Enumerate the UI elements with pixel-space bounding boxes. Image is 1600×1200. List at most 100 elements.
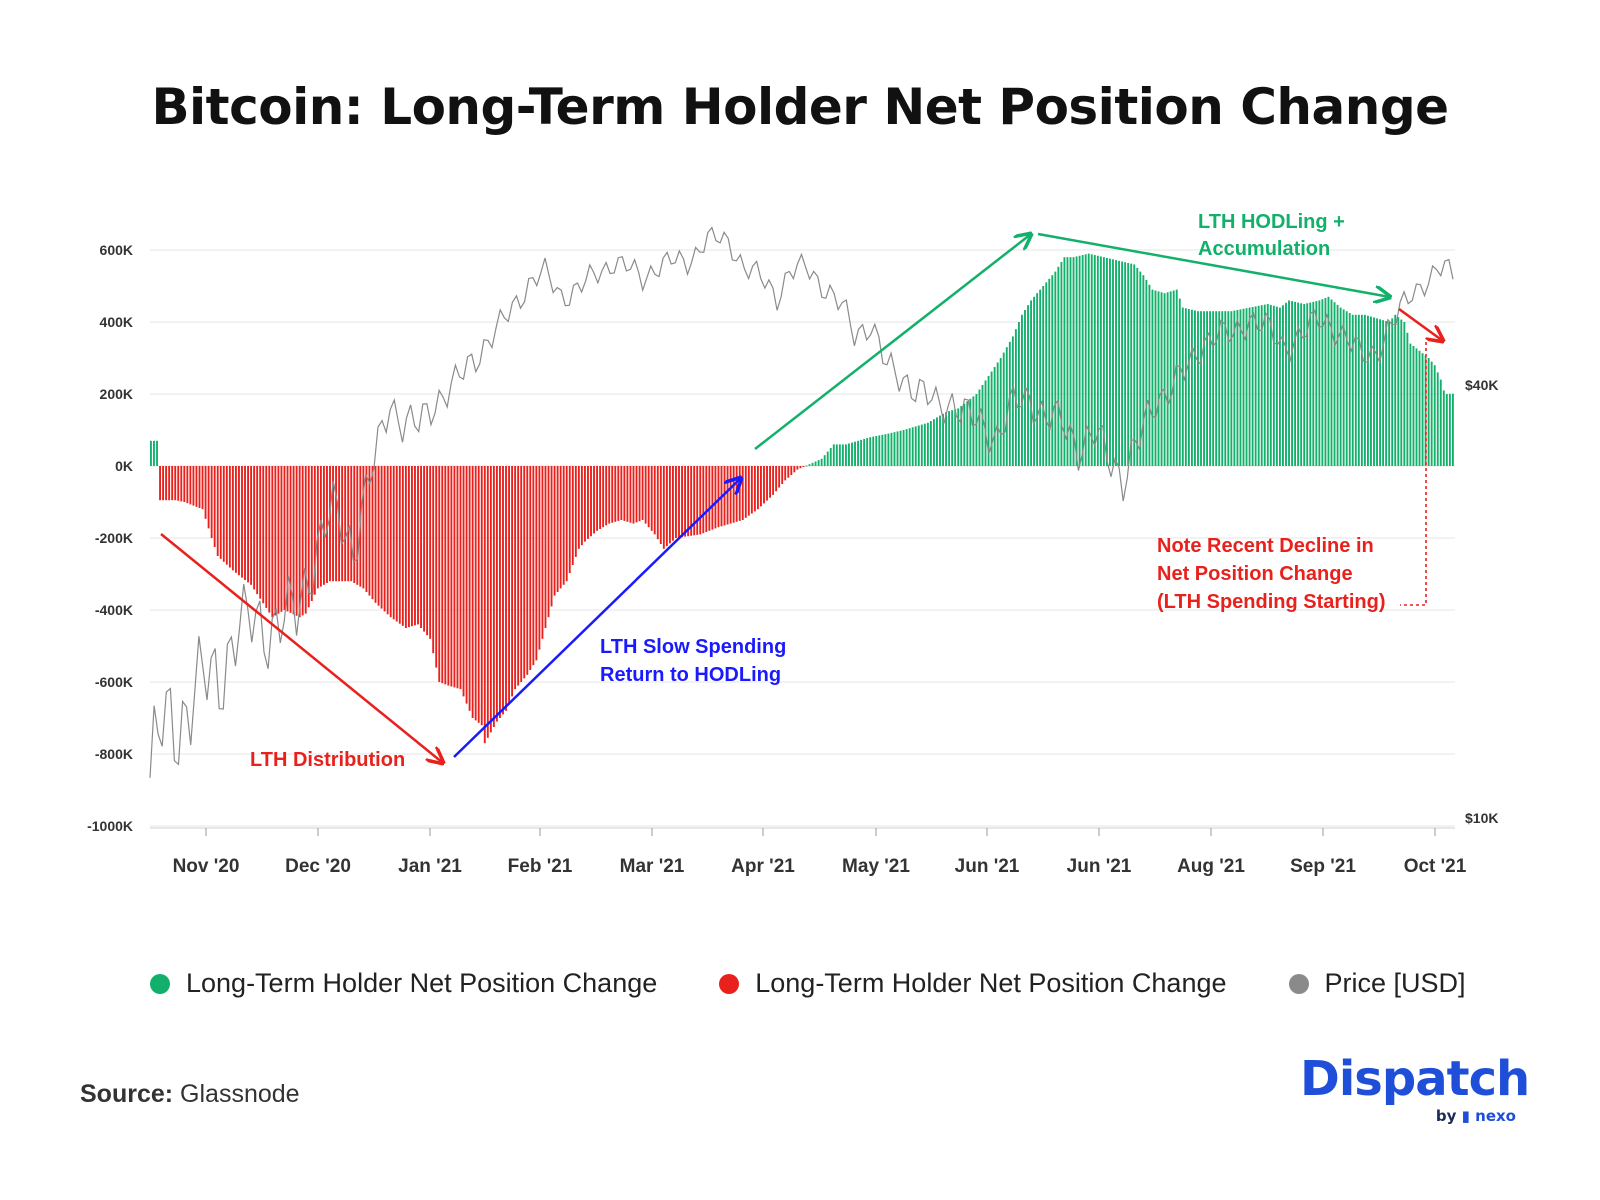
bar-negative [702,466,704,533]
bar-positive [1397,317,1399,466]
bar-negative [369,466,371,596]
decline-arrow [1399,309,1443,341]
bar-positive [1118,261,1120,466]
bar-positive [830,448,832,466]
bar-positive [860,440,862,466]
bar-negative [457,466,459,688]
legend-item-green[interactable]: Long-Term Holder Net Position Change [150,968,657,999]
bar-negative [669,466,671,543]
x-tick-label: Sep '21 [1290,856,1356,877]
bar-positive [891,433,893,466]
bar-negative [250,466,252,585]
bar-negative [772,466,774,495]
bar-negative [390,466,392,617]
bar-negative [205,466,207,519]
bar-negative [796,466,798,470]
bar-positive [994,367,996,466]
y2-tick-label: $10K [1465,810,1498,826]
legend-label: Long-Term Holder Net Position Change [755,968,1226,999]
bar-negative [159,466,161,500]
bar-positive [1136,268,1138,466]
bar-positive [1400,320,1402,466]
bar-negative [487,466,489,738]
bar-negative [778,466,780,488]
bar-negative [532,466,534,665]
bar-negative [256,466,258,594]
bar-negative [469,466,471,711]
bar-positive [866,438,868,466]
bar-negative [630,466,632,523]
bar-negative [660,466,662,544]
bar-positive [1294,302,1296,466]
bar-positive [875,436,877,466]
bar-positive [1130,264,1132,466]
x-tick-label: Mar '21 [620,856,685,877]
bar-negative [317,466,319,588]
bar-negative [262,466,264,603]
bar-negative [235,466,237,573]
bar-positive [936,417,938,466]
x-tick-label: Feb '21 [508,856,573,877]
bar-negative [633,466,635,524]
bar-positive [818,460,820,466]
bar-positive [1440,380,1442,466]
bar-positive [839,444,841,466]
bar-positive [1279,308,1281,466]
bar-negative [742,466,744,520]
bar-negative [277,466,279,614]
bar-positive [1006,347,1008,466]
legend-item-red[interactable]: Long-Term Holder Net Position Change [719,968,1226,999]
legend-item-price[interactable]: Price [USD] [1289,968,1466,999]
bar-negative [560,466,562,588]
bar-negative [274,466,276,615]
bar-negative [311,466,313,601]
bar-negative [293,466,295,614]
bar-positive [1194,310,1196,466]
bar-positive [156,441,158,466]
bar-positive [1109,259,1111,466]
bar-negative [763,466,765,503]
x-tick-label: May '21 [842,856,910,877]
bar-positive [887,434,889,466]
bar-positive [1403,322,1405,466]
bar-negative [745,466,747,518]
bar-negative [529,466,531,670]
x-tick-label: Dec '20 [285,856,351,877]
bar-positive [1115,260,1117,466]
bar-positive [897,431,899,466]
bar-positive [1152,290,1154,466]
bar-negative [681,466,683,537]
bar-positive [1449,394,1451,466]
bar-positive [1388,322,1390,466]
bar-negative [481,466,483,725]
bar-negative [599,466,601,529]
bar-negative [402,466,404,626]
x-axis-ticks: Nov '20 Dec '20 Jan '21 Feb '21 Mar '21 Apr '… [150,828,1467,877]
x-tick-label: Jan '21 [398,856,462,877]
bar-positive [872,437,874,466]
bar-positive [854,442,856,466]
bar-positive [1161,292,1163,466]
bar-positive [1364,315,1366,466]
bar-positive [1145,280,1147,466]
bar-positive [909,428,911,466]
bar-positive [1236,310,1238,466]
bar-negative [423,466,425,632]
bar-negative [496,466,498,722]
bar-negative [335,466,337,581]
bar-positive [848,444,850,467]
bar-negative [730,466,732,524]
bar-negative [384,466,386,611]
bar-positive [1155,291,1157,467]
bar-positive [1276,307,1278,466]
bar-negative [214,466,216,547]
bar-negative [196,466,198,507]
x-tick-label: Oct '21 [1404,856,1467,877]
bar-positive [1337,305,1339,466]
bar-positive [1367,316,1369,466]
bar-positive [1182,308,1184,466]
bar-positive [1036,293,1038,466]
bar-negative [636,466,638,522]
bar-negative [472,466,474,718]
bar-negative [608,466,610,524]
